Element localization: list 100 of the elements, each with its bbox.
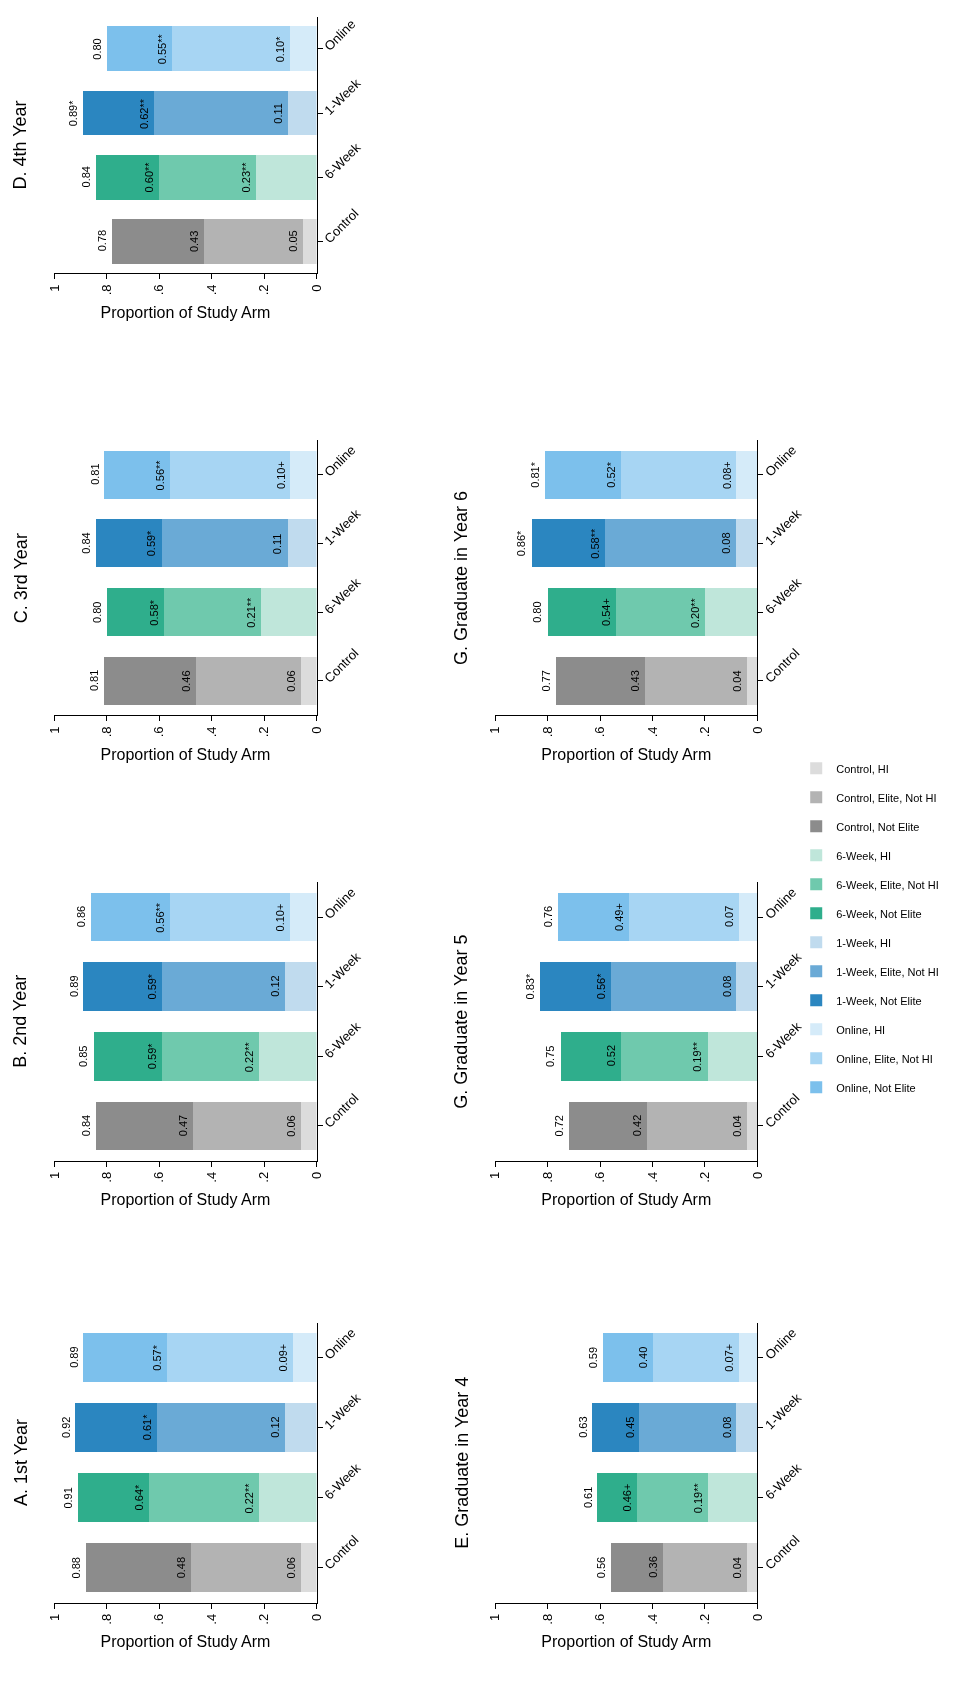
x-axis-title: Proportion of Study Arm	[100, 1633, 271, 1651]
x-tick-label: 0	[749, 726, 765, 734]
x-tick-label: .4	[644, 1613, 660, 1625]
x-axis-title: Proportion of Study Arm	[100, 304, 271, 322]
annotation: 0.42	[631, 1114, 644, 1137]
annotation: 0.08	[719, 532, 732, 554]
annotation: 0.56	[594, 1556, 607, 1579]
x-tick-label: .2	[256, 1613, 272, 1625]
x-tick-label: .8	[99, 726, 115, 738]
annotation: 0.22**	[242, 1041, 255, 1073]
annotation: 0.81*	[529, 461, 542, 488]
annotation: 0.63	[576, 1416, 589, 1438]
x-tick-label: .6	[592, 726, 608, 738]
legend-label: 6-Week, Elite, Not HI	[836, 878, 939, 891]
x-tick-label: .8	[539, 1171, 555, 1183]
annotation: 0.89*	[67, 99, 80, 127]
x-tick-label: .4	[203, 1171, 219, 1183]
x-tick-label: .4	[203, 726, 219, 738]
x-tick-label: .2	[256, 1171, 272, 1183]
annotation: 0.08+	[720, 461, 733, 490]
x-tick-label: 0	[308, 1171, 324, 1180]
annotation: 0.08	[720, 1416, 733, 1439]
annotation: 0.11	[271, 103, 284, 124]
annotation: 0.11	[271, 533, 284, 555]
x-tick-label: 0	[749, 1171, 765, 1180]
annotation: 0.89	[67, 975, 80, 997]
annotation: 0.56**	[154, 459, 167, 491]
annotation: 0.91	[62, 1487, 75, 1509]
annotation: 0.56*	[594, 972, 607, 1000]
legend-label: 1-Week, HI	[836, 936, 892, 949]
annotation: 0.76	[542, 905, 555, 928]
text: C. 3rd Year	[10, 533, 31, 624]
legend-label: Online, Elite, Not HI	[836, 1052, 933, 1065]
annotation: 0.81	[88, 669, 101, 692]
legend-label: Control, Elite, Not HI	[836, 791, 937, 804]
annotation: 0.64*	[133, 1483, 146, 1511]
legend-label: Online, Not Elite	[836, 1081, 916, 1094]
annotation: 0.22**	[243, 1482, 256, 1514]
annotation: 0.04	[731, 1557, 744, 1579]
x-tick-label: .8	[99, 1613, 115, 1625]
annotation: 0.80	[90, 38, 103, 60]
annotation: 0.60**	[143, 161, 156, 193]
annotation: 0.81	[88, 463, 101, 485]
x-tick-label: .2	[697, 726, 713, 738]
annotation: 0.04	[731, 1115, 744, 1137]
x-axis-title: Proportion of Study Arm	[541, 1191, 712, 1209]
annotation: 0.43	[187, 230, 200, 253]
annotation: 0.80	[531, 601, 544, 623]
annotation: 0.72	[552, 1115, 565, 1137]
annotation: 0.59*	[145, 529, 158, 557]
annotation: 0.40	[636, 1346, 649, 1369]
annotation: 0.57*	[151, 1344, 164, 1371]
annotation: 0.19**	[691, 1041, 704, 1072]
x-tick-label: .6	[151, 284, 167, 296]
annotation: 0.47	[177, 1114, 190, 1137]
x-tick-label: 1	[46, 726, 62, 734]
annotation: 0.56**	[153, 902, 166, 933]
legend-label: 1-Week, Elite, Not HI	[836, 965, 939, 978]
annotation: 0.59*	[146, 973, 159, 1000]
annotation: 0.46	[180, 670, 193, 692]
x-tick-label: 1	[487, 1613, 503, 1622]
annotation: 0.07+	[723, 1343, 736, 1372]
x-axis-title: Proportion of Study Arm	[541, 1633, 712, 1651]
annotation: 0.62**	[137, 98, 150, 130]
x-tick-label: .4	[203, 1613, 219, 1625]
annotation: 0.12	[269, 1416, 282, 1438]
annotation: 0.54+	[599, 598, 612, 626]
x-tick-label: .8	[99, 284, 115, 296]
annotation: 0.48	[175, 1556, 188, 1579]
x-tick-label: .2	[697, 1171, 713, 1183]
annotation: 0.77	[539, 670, 552, 692]
annotation: 0.49+	[612, 903, 625, 932]
x-tick-label: .2	[697, 1613, 713, 1625]
x-tick-label: .6	[592, 1171, 608, 1183]
annotation: 0.61*	[141, 1413, 153, 1441]
annotation: 0.45	[623, 1416, 636, 1439]
text: G. Graduate in Year 5	[450, 934, 471, 1109]
annotation: 0.85	[77, 1045, 90, 1067]
x-tick-label: .8	[539, 1613, 555, 1625]
annotation: 0.88	[70, 1557, 83, 1579]
x-tick-label: .6	[151, 726, 167, 738]
annotation: 0.59	[587, 1346, 600, 1369]
legend-label: Control, HI	[836, 762, 889, 775]
x-tick-label: .8	[99, 1171, 115, 1183]
x-tick-label: 0	[308, 1613, 324, 1622]
legend-label: Online, HI	[836, 1023, 886, 1036]
annotation: 0.07	[722, 905, 735, 928]
x-tick-label: 1	[46, 1613, 62, 1622]
x-tick-label: .8	[539, 726, 555, 738]
x-tick-label: 0	[749, 1613, 765, 1622]
x-axis-title: Proportion of Study Arm	[541, 746, 712, 764]
annotation: 0.78	[95, 229, 108, 252]
annotation: 0.52*	[605, 461, 618, 488]
x-tick-label: .2	[256, 726, 272, 738]
x-tick-label: .6	[151, 1171, 167, 1183]
annotation: 0.86*	[515, 529, 528, 557]
annotation: 0.23**	[240, 161, 253, 193]
text: E. Graduate in Year 4	[451, 1376, 472, 1549]
annotation: 0.58**	[588, 528, 601, 559]
annotation: 0.10+	[274, 461, 287, 489]
